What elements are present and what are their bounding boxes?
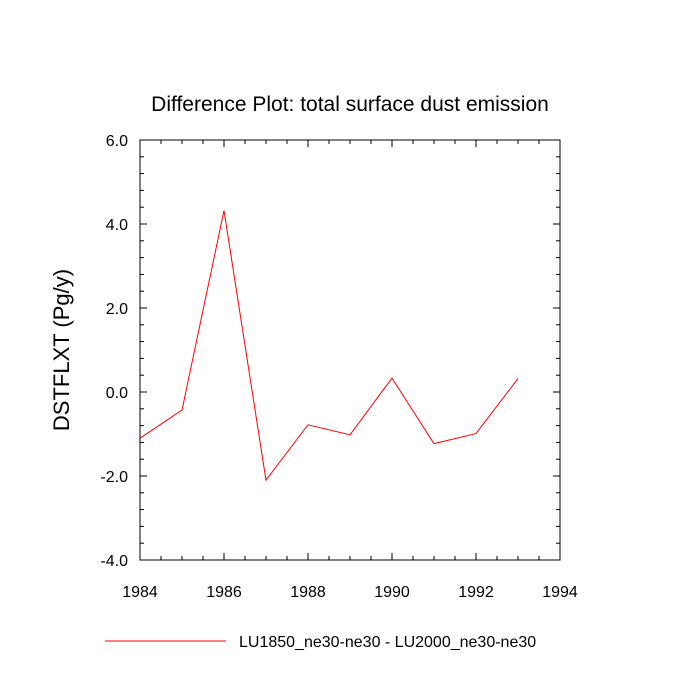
y-tick-label: -2.0 [100, 469, 128, 486]
legend-label: LU1850_ne30-ne30 - LU2000_ne30-ne30 [239, 634, 536, 651]
x-tick-label: 1990 [374, 584, 410, 601]
y-tick-label: -4.0 [100, 553, 128, 570]
x-tick-label: 1984 [122, 584, 158, 601]
x-tick-label: 1992 [458, 584, 494, 601]
x-tick-label: 1986 [206, 584, 242, 601]
chart-title: Difference Plot: total surface dust emis… [151, 93, 549, 116]
y-tick-label: 6.0 [106, 133, 128, 150]
y-tick-label: 0.0 [106, 385, 128, 402]
series-line [139, 210, 519, 482]
y-axis-label: DSTFLXT (Pg/y) [49, 269, 74, 431]
y-tick-label: 4.0 [106, 217, 128, 234]
plot-frame [139, 139, 561, 561]
y-tick-label: 2.0 [106, 301, 128, 318]
ticks-layer: -4.0 -2.0 0.0 2.0 4.0 6.0 1984 1986 1988 1990 1992… [100, 133, 577, 601]
plot-area [139, 210, 519, 482]
x-tick-label: 1994 [542, 584, 578, 601]
x-tick-label: 1988 [290, 584, 326, 601]
legend: LU1850_ne30-ne30 - LU2000_ne30-ne30 [105, 634, 536, 651]
